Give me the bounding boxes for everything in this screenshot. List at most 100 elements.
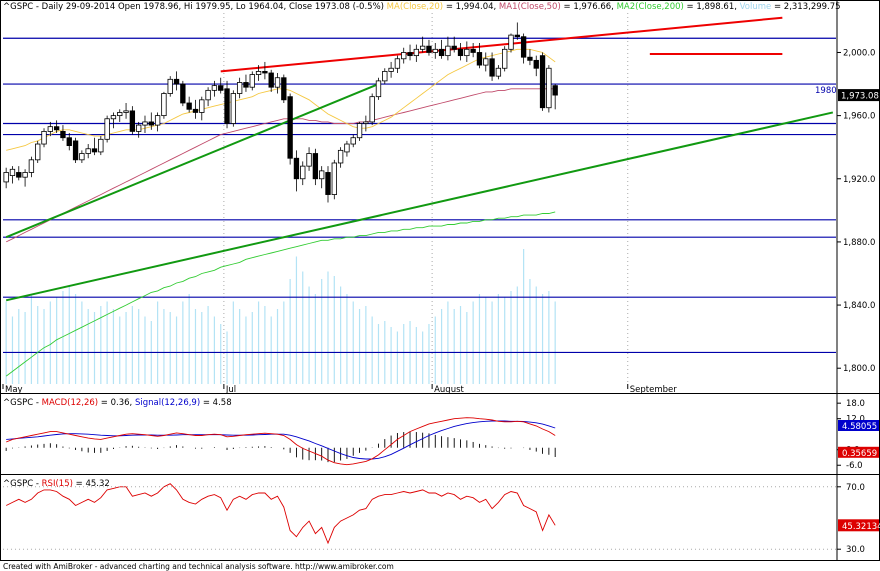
rsi-legend-label: RSI(15)	[42, 479, 73, 489]
candle-down	[218, 85, 224, 91]
candle-down	[173, 78, 180, 85]
volume-bar	[125, 312, 127, 384]
macd-axis-label: 18.0	[846, 399, 865, 409]
candle-up	[350, 137, 356, 145]
candle-up	[274, 77, 281, 88]
price-axis-label: 1,920.0	[843, 175, 875, 185]
macd-header: ^GSPC - MACD(12,26) = 0.36, Signal(12,26…	[3, 398, 232, 408]
rsi-header-symbol: ^GSPC	[3, 479, 33, 489]
candle-down	[489, 58, 495, 77]
volume-bar	[175, 316, 178, 384]
candle-down	[514, 34, 520, 38]
candle-up	[344, 143, 350, 153]
candle-up	[306, 153, 312, 167]
rsi-axis-label: 70.0	[846, 483, 865, 493]
ma20-legend-label: MA(Close,20)	[387, 2, 443, 12]
candle-up	[9, 168, 16, 177]
volume-bar	[529, 279, 531, 384]
macd-tag-box	[838, 446, 879, 458]
volume-bar	[403, 324, 405, 384]
candle-down	[520, 36, 527, 58]
volume-bar	[377, 324, 380, 384]
candle-up	[167, 78, 173, 94]
green-trendline	[5, 83, 379, 239]
price-tag-box	[838, 89, 879, 102]
volume-bar	[112, 309, 115, 384]
volume-bar	[510, 291, 512, 384]
volume-bar	[453, 309, 455, 384]
volume-bar	[302, 271, 304, 384]
candle-down	[287, 96, 293, 159]
candle-up	[363, 121, 369, 124]
signal-line	[6, 420, 556, 460]
volume-bar	[541, 294, 544, 384]
candle-up	[369, 96, 375, 123]
volume-bar	[447, 301, 449, 384]
macd-tag-text: 0.35659	[842, 449, 877, 459]
candle-down	[407, 52, 413, 57]
volume-bar	[440, 309, 443, 384]
candle-up	[136, 124, 142, 132]
volume-bar	[358, 309, 361, 384]
macd-axis-label: 12.0	[846, 415, 865, 425]
candle-up	[445, 45, 451, 57]
candles	[3, 22, 558, 203]
volume-bar	[321, 279, 323, 384]
ma50-line	[6, 88, 556, 243]
rsi-line	[6, 483, 556, 545]
signal-legend-label: Signal(12,26,9)	[135, 398, 200, 408]
volume-bar	[11, 316, 14, 384]
candle-down	[148, 121, 154, 126]
volume-bar	[100, 306, 102, 384]
candle-up	[502, 48, 508, 69]
volume-bar	[43, 309, 45, 384]
price-pane: 2,000.0 1,960.0 1,920.0 1,880.0 1,840.0 1,800…	[2, 2, 879, 395]
volume-bar	[314, 294, 316, 384]
macd-header-sep: -	[33, 398, 41, 408]
candle-up	[419, 45, 426, 50]
candle-up	[123, 110, 129, 113]
volume-bar	[194, 309, 197, 384]
candle-up	[388, 67, 394, 72]
volume-bar	[333, 276, 335, 384]
volume-bar	[226, 331, 228, 384]
volume-bar	[119, 316, 121, 384]
ma20-legend-value: = 1,994.04,	[443, 2, 499, 12]
volume-bar	[327, 271, 329, 384]
date-axis-label: September	[630, 385, 677, 395]
candle-up	[161, 93, 167, 117]
candle-up	[249, 74, 255, 88]
candle-down	[325, 172, 331, 195]
volume-bar	[169, 312, 171, 384]
volume-bar	[24, 312, 26, 384]
volume-bars	[5, 249, 556, 384]
volume-bar	[428, 324, 430, 384]
volume-bar	[340, 286, 342, 384]
volume-bar	[62, 291, 64, 384]
candle-down	[281, 77, 287, 101]
candle-up	[22, 172, 28, 178]
footer-credit: Created with AmiBroker - advanced charti…	[3, 562, 394, 571]
signal-tag-text: 4.58055	[842, 422, 877, 432]
candle-up	[300, 165, 306, 180]
candle-up	[464, 48, 470, 57]
candle-down	[66, 137, 72, 147]
rsi-pane: 70.0 30.0 45.32134 ^GSPC - RSI(15) = 45.32	[3, 479, 880, 555]
volume-bar	[295, 256, 298, 384]
volume-bar	[18, 309, 20, 384]
candle-up	[413, 48, 420, 57]
candle-up	[546, 67, 552, 109]
candle-down	[457, 48, 464, 57]
candle-up	[205, 89, 211, 101]
volume-bar	[182, 301, 184, 384]
rsi-axis-label: 30.0	[846, 545, 865, 555]
candle-down	[129, 110, 136, 132]
volume-bar	[434, 316, 436, 384]
volume-bar	[422, 331, 424, 384]
candle-up	[331, 162, 337, 195]
volume-bar	[485, 297, 487, 384]
ma200-legend-value: = 1,898.61,	[684, 2, 740, 12]
candle-up	[199, 99, 205, 113]
candle-down	[293, 157, 300, 180]
